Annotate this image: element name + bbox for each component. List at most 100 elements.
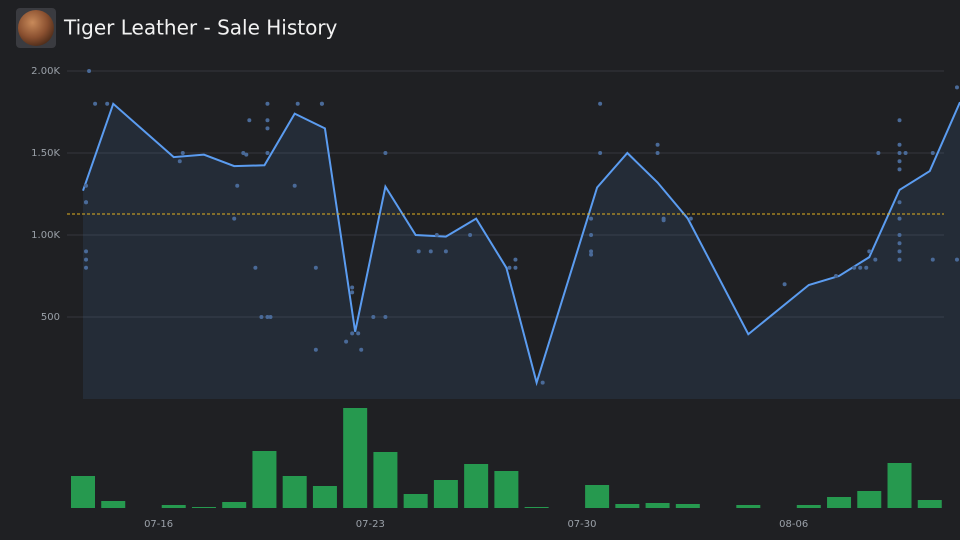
sale-point — [655, 142, 660, 147]
sale-point — [930, 151, 935, 155]
sale-point — [661, 218, 666, 223]
sale-point — [344, 339, 349, 344]
sale-point — [371, 315, 376, 319]
sale-point — [93, 101, 98, 106]
sale-point — [259, 315, 264, 319]
sale-point — [598, 101, 603, 106]
price-line — [82, 101, 960, 387]
sale-point — [688, 216, 693, 221]
x-tick-label: 07-23 — [356, 519, 385, 530]
sale-point — [428, 249, 433, 254]
sale-point — [897, 249, 902, 254]
volume-bar — [736, 505, 761, 508]
sale-point — [655, 151, 660, 155]
sale-point — [268, 315, 273, 319]
sale-point — [177, 159, 182, 164]
volume-bar — [827, 497, 852, 508]
y-tick-label: 2.00K — [31, 66, 60, 77]
volume-bar — [191, 507, 216, 508]
sale-point — [834, 274, 839, 278]
volume-bar — [252, 451, 277, 508]
sale-point — [873, 257, 878, 262]
area — [83, 102, 960, 399]
y-tick-label: 1.00K — [31, 230, 60, 241]
sale-point — [864, 265, 869, 270]
x-tick-label: 07-30 — [567, 519, 596, 530]
volume-bar — [464, 464, 489, 508]
sale-point — [292, 183, 297, 188]
sale-point — [319, 101, 324, 106]
sale-point — [434, 233, 439, 237]
sale-point — [468, 233, 473, 237]
sale-point — [589, 233, 594, 237]
sale-point — [876, 151, 881, 155]
sale-point — [589, 249, 594, 254]
sale-point — [507, 265, 512, 270]
sale-point — [84, 200, 89, 205]
sale-point — [359, 347, 364, 352]
sale-point — [858, 265, 863, 270]
sale-point — [84, 183, 89, 188]
sale-point — [265, 118, 270, 123]
sale-point — [867, 249, 872, 254]
sale-point — [356, 331, 361, 336]
sale-point — [253, 265, 258, 270]
sale-point — [589, 216, 594, 221]
sale-point — [513, 265, 518, 270]
sale-point — [265, 315, 270, 319]
sale-point — [897, 151, 902, 155]
sale-point — [235, 183, 240, 188]
volume-bar — [373, 452, 398, 508]
item-icon — [18, 10, 54, 46]
sale-point — [383, 315, 388, 319]
volume-bar — [433, 480, 458, 508]
volume-bar — [282, 476, 307, 508]
sale-point — [350, 290, 355, 295]
volume-bar — [524, 507, 549, 508]
volume-bar — [71, 476, 95, 508]
sale-point — [897, 233, 902, 237]
x-tick-label: 08-06 — [779, 519, 808, 530]
volume-bar — [645, 503, 670, 508]
sale-point — [350, 285, 355, 290]
volume-bar — [312, 486, 337, 508]
sale-point — [897, 118, 902, 123]
volume-bar — [403, 494, 428, 508]
sale-point — [598, 151, 603, 155]
sale-point — [954, 257, 959, 262]
sale-point — [903, 151, 908, 155]
sale-point — [513, 257, 518, 262]
sale-point — [416, 249, 421, 254]
sale-point — [897, 200, 902, 205]
sale-point — [897, 257, 902, 262]
sale-point — [313, 265, 318, 270]
y-tick-label: 500 — [41, 312, 60, 323]
sale-point — [350, 331, 355, 336]
volume-bar — [161, 505, 186, 508]
sale-point — [383, 151, 388, 155]
sale-point — [265, 101, 270, 106]
sale-point — [897, 159, 902, 164]
volume-bar — [585, 485, 610, 508]
sale-point — [105, 101, 110, 106]
sale-point — [540, 380, 545, 385]
volume-bar — [494, 471, 519, 508]
volume-bar — [615, 504, 640, 508]
chart-title: Tiger Leather - Sale History — [63, 16, 338, 40]
sale-point — [232, 216, 237, 221]
volume-bar — [101, 501, 126, 508]
sale-point — [897, 167, 902, 172]
sale-point — [241, 151, 246, 155]
sale-point — [897, 216, 902, 221]
sale-point — [295, 101, 300, 106]
sale-point — [265, 126, 270, 131]
sale-point — [84, 249, 89, 254]
sale-point — [247, 118, 252, 123]
sale-point — [443, 249, 448, 254]
sale-point — [852, 265, 857, 270]
sale-point — [84, 265, 89, 270]
volume-bar — [796, 505, 821, 508]
volume-bar — [343, 408, 368, 508]
